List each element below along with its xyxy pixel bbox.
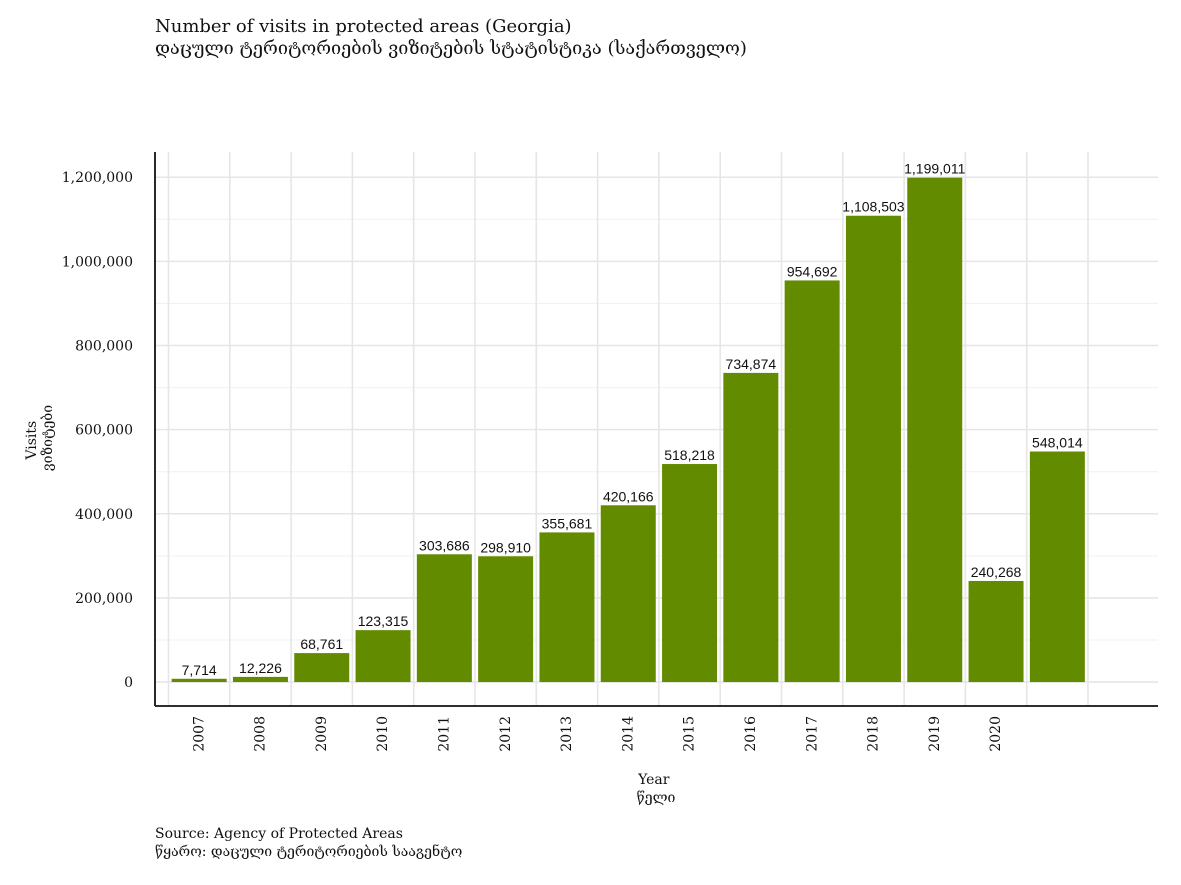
bar [723, 372, 779, 683]
bar [232, 676, 288, 683]
bars [171, 177, 1085, 683]
bar [171, 678, 227, 683]
bar [416, 554, 472, 683]
bar [600, 505, 656, 683]
y-tick-labels: 0 200,000 400,000 600,000 800,000 1,000,000 1,… [62, 170, 133, 691]
x-tick-labels: 2007 2008 2009 2010 2011 2012 2013 2014 2015 2016… [191, 716, 1004, 752]
chart-title: Number of visits in protected areas (Geo… [155, 16, 747, 60]
y-tick-label: 1,000,000 [62, 254, 133, 270]
bar [355, 630, 411, 683]
bar-value-label: 303,686 [419, 537, 470, 553]
x-tick-label: 2011 [436, 716, 452, 752]
x-tick-label: 2020 [988, 716, 1004, 752]
x-tick-label: 2017 [804, 716, 820, 752]
bar-value-labels: 7,714 12,226 68,761 123,315 303,686 298,910 35… [182, 161, 1083, 678]
bar-value-label: 1,108,503 [842, 199, 904, 215]
x-tick-label: 2010 [375, 716, 391, 752]
bar [845, 215, 901, 683]
bar [478, 556, 534, 683]
y-tick-label: 400,000 [75, 507, 133, 523]
y-tick-label: 800,000 [75, 339, 133, 355]
bar-value-label: 518,218 [664, 447, 715, 463]
bar-value-label: 954,692 [787, 263, 838, 279]
x-tick-label: 2012 [498, 716, 514, 752]
caption-en: Source: Agency of Protected Areas [155, 826, 403, 842]
bar-value-label: 1,199,011 [904, 161, 965, 177]
y-tick-label: 0 [124, 675, 133, 691]
bar-value-label: 68,761 [300, 636, 343, 652]
chart-caption: Source: Agency of Protected Areas წყარო:… [155, 825, 462, 861]
x-tick-label: 2008 [253, 716, 269, 752]
x-tick-label: 2014 [620, 716, 636, 752]
x-tick-label: 2007 [191, 716, 207, 752]
chart-title-ka: დაცული ტერიტორიების ვიზიტების სტატისტიკა… [155, 38, 747, 59]
bar [294, 653, 350, 683]
y-axis-title-en: Visits [24, 421, 40, 461]
y-axis-title: Visits ვიზიტები [24, 405, 56, 471]
bar [784, 280, 840, 683]
chart-title-en: Number of visits in protected areas (Geo… [155, 16, 572, 37]
x-axis-title-ka: წელი [637, 789, 676, 806]
x-tick-label: 2016 [743, 716, 759, 752]
x-axis-title-en: Year [637, 772, 670, 788]
bar-value-label: 298,910 [480, 539, 531, 555]
x-axis-title: Year წელი [637, 772, 676, 806]
y-tick-label: 1,200,000 [62, 170, 133, 186]
x-tick-label: 2009 [314, 716, 330, 752]
bar [662, 464, 718, 683]
y-axis-title-ka: ვიზიტები [39, 405, 56, 471]
bar-value-label: 123,315 [358, 613, 409, 629]
y-tick-label: 200,000 [75, 591, 133, 607]
x-tick-label: 2019 [927, 716, 943, 752]
bar [907, 177, 963, 683]
bar-value-label: 355,681 [542, 515, 593, 531]
bar-value-label: 548,014 [1032, 434, 1083, 450]
bar [1029, 451, 1085, 683]
x-tick-label: 2013 [559, 716, 575, 752]
bar-value-label: 240,268 [971, 564, 1022, 580]
bar-value-label: 7,714 [182, 662, 217, 678]
x-tick-label: 2018 [866, 716, 882, 752]
bar [539, 532, 595, 683]
x-tick-label: 2015 [682, 716, 698, 752]
bar-value-label: 12,226 [239, 660, 282, 676]
bar [968, 580, 1024, 683]
y-tick-label: 600,000 [75, 423, 133, 439]
bar-value-label: 734,874 [726, 356, 777, 372]
bar-value-label: 420,166 [603, 488, 654, 504]
caption-ka: წყარო: დაცული ტერიტორიების სააგენტო [155, 844, 463, 860]
axes [154, 152, 1158, 707]
